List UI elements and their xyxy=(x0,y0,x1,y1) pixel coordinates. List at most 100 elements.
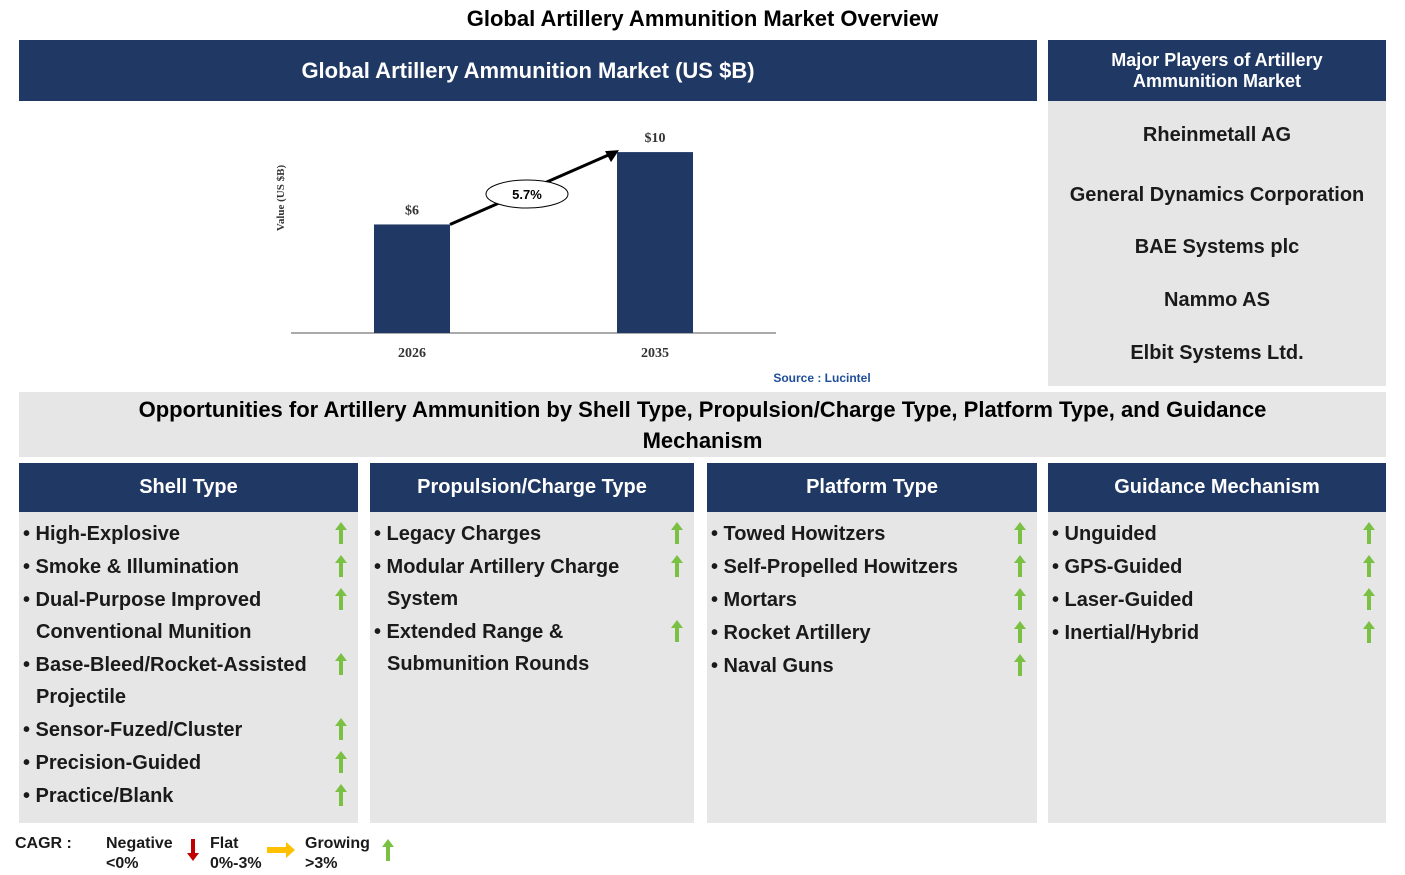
x-tick-label: 2035 xyxy=(641,346,669,361)
segment-item: • GPS-Guided xyxy=(1052,551,1382,583)
segment-item: • High-Explosive xyxy=(23,518,354,550)
trend-arrow xyxy=(267,842,295,858)
item-text: • Legacy Charges xyxy=(374,523,542,545)
arrow-shape xyxy=(1014,522,1026,544)
segment-item: • Sensor-Fuzed/Cluster xyxy=(23,714,354,746)
item-text: • Modular Artillery Charge System xyxy=(374,556,620,610)
player-name: Nammo AS xyxy=(1164,289,1270,311)
item-text: • Laser-Guided xyxy=(1052,589,1194,611)
item-text: • Naval Guns xyxy=(711,655,834,677)
cagr-bubble xyxy=(485,179,569,209)
segment-item: • Laser-Guided xyxy=(1052,584,1382,616)
legend-label: CAGR : xyxy=(15,835,72,852)
item-text: • Practice/Blank xyxy=(23,785,174,807)
segment-item: • Self-Propelled Howitzers xyxy=(711,551,1033,583)
trend-arrow xyxy=(1014,588,1026,610)
legend-name: Flat xyxy=(210,835,239,852)
trend-arrow xyxy=(1363,522,1375,544)
segment-body: • High-Explosive • Smoke & Illumination • … xyxy=(19,512,358,823)
arrow-shape xyxy=(335,751,347,773)
segment-item: • Naval Guns xyxy=(711,650,1033,682)
segment-item: • Mortars xyxy=(711,584,1033,616)
item-text: • Mortars xyxy=(711,589,797,611)
segment-item: • Legacy Charges xyxy=(374,518,690,550)
trend-arrow xyxy=(187,839,199,861)
segment-title: Platform Type xyxy=(707,463,1037,512)
arrow-shape xyxy=(1363,555,1375,577)
bar xyxy=(617,152,693,333)
trend-arrow xyxy=(382,839,394,861)
legend-name: Growing xyxy=(305,835,370,852)
trend-arrow xyxy=(1363,555,1375,577)
arrow-shape xyxy=(671,555,683,577)
segment-title: Shell Type xyxy=(19,463,358,512)
trend-arrow xyxy=(1014,621,1026,643)
cagr-arrowhead xyxy=(605,150,619,163)
player-name: General Dynamics Corporation xyxy=(1069,184,1365,206)
trend-arrow xyxy=(335,653,347,675)
segment-title: Propulsion/Charge Type xyxy=(370,463,694,512)
chart: $6 2026 $10 2035 Value (US $B) 5.7% Source : L… xyxy=(275,131,871,385)
arrow-shape xyxy=(382,839,394,861)
arrow-shape xyxy=(1363,588,1375,610)
arrow-shape xyxy=(335,653,347,675)
legend-range: <0% xyxy=(106,855,139,872)
arrow-shape xyxy=(1014,621,1026,643)
legend-range: >3% xyxy=(305,855,338,872)
value-label: $6 xyxy=(405,203,419,218)
arrow-shape xyxy=(671,522,683,544)
segment-body: • Legacy Charges • Modular Artillery Char… xyxy=(370,512,694,823)
item-text: • Extended Range & Submunition Rounds xyxy=(374,621,590,675)
segment-body: • Towed Howitzers • Self-Propelled Howitz… xyxy=(707,512,1037,823)
arrow-shape xyxy=(335,522,347,544)
cagr-label: 5.7% xyxy=(512,187,542,202)
trend-arrow xyxy=(1014,522,1026,544)
trend-arrow xyxy=(1014,654,1026,676)
arrow-shape xyxy=(335,588,347,610)
player-name: Rheinmetall AG xyxy=(1142,124,1292,146)
player-name: BAE Systems plc xyxy=(1134,236,1300,258)
arrow-shape xyxy=(267,842,295,858)
item-text: • Rocket Artillery xyxy=(711,622,871,644)
page-title: Global Artillery Ammunition Market Overv… xyxy=(466,6,939,31)
item-text: • Towed Howitzers xyxy=(711,523,886,545)
arrow-shape xyxy=(335,784,347,806)
segment-item: • Precision-Guided xyxy=(23,747,354,779)
trend-arrow xyxy=(335,522,347,544)
segment-item: • Practice/Blank xyxy=(23,780,354,812)
segment-item: • Dual-Purpose Improved Conventional Mun… xyxy=(23,584,354,648)
arrow-shape xyxy=(671,620,683,642)
item-text: • GPS-Guided xyxy=(1052,556,1183,578)
segment-title: Guidance Mechanism xyxy=(1048,463,1386,512)
source: Source : Lucintel xyxy=(773,371,870,385)
item-text: • Unguided xyxy=(1052,523,1157,545)
arrow-shape xyxy=(1363,621,1375,643)
item-text: • High-Explosive xyxy=(23,523,181,545)
segment-item: • Base-Bleed/Rocket-Assisted Projectile xyxy=(23,649,354,713)
arrow-shape xyxy=(1014,654,1026,676)
trend-arrow xyxy=(671,620,683,642)
segment-item: • Extended Range & Submunition Rounds xyxy=(374,616,690,680)
players-title: Major Players of Artillery Ammunition Ma… xyxy=(1048,40,1386,101)
trend-arrow xyxy=(335,784,347,806)
arrow-shape xyxy=(1014,588,1026,610)
arrow-shape xyxy=(335,718,347,740)
item-text: • Dual-Purpose Improved Conventional Mun… xyxy=(23,589,262,643)
item-text: • Sensor-Fuzed/Cluster xyxy=(23,719,243,741)
arrow-shape xyxy=(1363,522,1375,544)
item-text: • Base-Bleed/Rocket-Assisted Projectile xyxy=(23,654,307,708)
item-text: • Precision-Guided xyxy=(23,752,202,774)
player-name: Elbit Systems Ltd. xyxy=(1130,342,1304,364)
trend-arrow xyxy=(335,718,347,740)
item-text: • Smoke & Illumination xyxy=(23,556,239,578)
arrow-shape xyxy=(335,555,347,577)
trend-arrow xyxy=(671,522,683,544)
trend-arrow xyxy=(1363,588,1375,610)
arrow-shape xyxy=(187,839,199,861)
legend-range: 0%-3% xyxy=(210,855,262,872)
item-text: • Inertial/Hybrid xyxy=(1052,622,1200,644)
trend-arrow xyxy=(671,555,683,577)
legend-name: Negative xyxy=(106,835,173,852)
segment-item: • Inertial/Hybrid xyxy=(1052,617,1382,649)
y-axis-label: Value (US $B) xyxy=(275,165,287,232)
